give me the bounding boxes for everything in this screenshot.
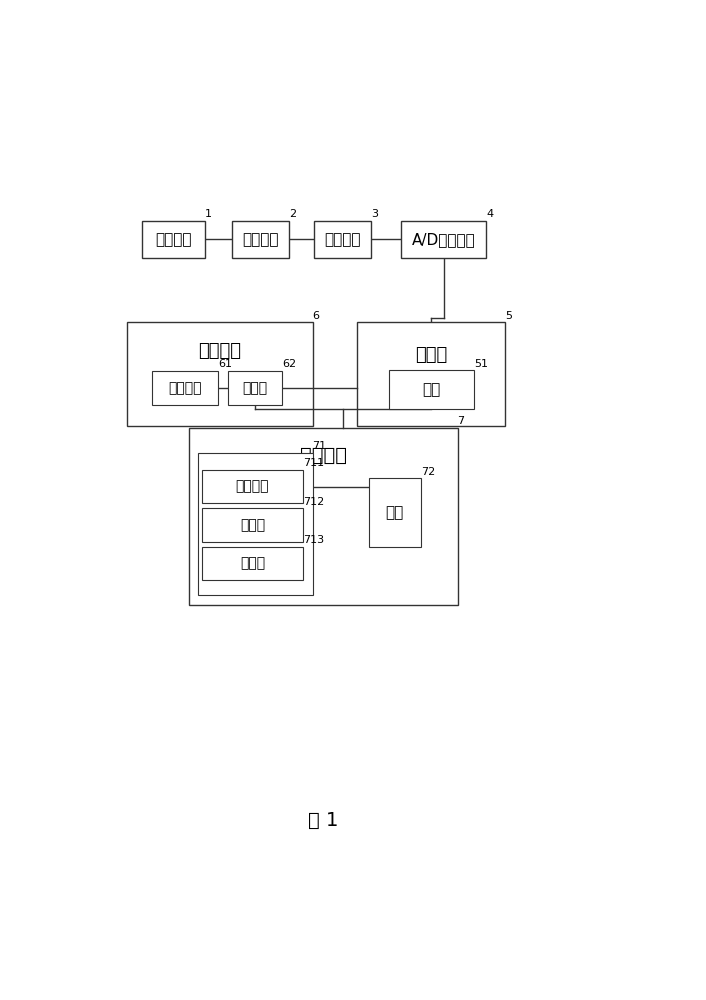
Text: 虚假码: 虚假码 [240, 557, 265, 571]
Text: 客户端: 客户端 [243, 381, 268, 395]
Text: 71: 71 [313, 441, 327, 451]
Text: 7: 7 [457, 416, 465, 426]
FancyBboxPatch shape [189, 428, 457, 605]
FancyBboxPatch shape [202, 470, 303, 503]
FancyBboxPatch shape [202, 547, 303, 580]
Text: 4: 4 [486, 209, 493, 219]
Text: 控制单元: 控制单元 [168, 381, 202, 395]
Text: 放大电路: 放大电路 [242, 232, 279, 247]
FancyBboxPatch shape [357, 322, 505, 426]
FancyBboxPatch shape [202, 508, 303, 542]
Text: 智能设备: 智能设备 [198, 342, 241, 360]
Text: 图 1: 图 1 [309, 811, 339, 830]
Text: 61: 61 [218, 359, 232, 369]
FancyBboxPatch shape [369, 478, 421, 547]
FancyBboxPatch shape [198, 453, 313, 595]
FancyBboxPatch shape [232, 221, 289, 258]
Text: 5: 5 [505, 311, 512, 321]
Text: 整形电路: 整形电路 [325, 232, 361, 247]
Text: 6: 6 [313, 311, 320, 321]
Text: 数据中心: 数据中心 [300, 445, 347, 464]
Text: 51: 51 [474, 359, 488, 369]
Text: 712: 712 [303, 497, 324, 507]
Text: 机械特征: 机械特征 [236, 480, 269, 494]
Text: A/D转换电路: A/D转换电路 [412, 232, 476, 247]
Text: 1: 1 [205, 209, 212, 219]
FancyBboxPatch shape [126, 322, 313, 426]
Text: 磁特征: 磁特征 [240, 518, 265, 532]
Text: 单片机: 单片机 [415, 346, 448, 364]
FancyBboxPatch shape [389, 370, 474, 409]
Text: 62: 62 [282, 359, 297, 369]
FancyBboxPatch shape [402, 221, 486, 258]
FancyBboxPatch shape [152, 371, 218, 405]
Text: 3: 3 [371, 209, 378, 219]
Text: 2: 2 [289, 209, 297, 219]
FancyBboxPatch shape [228, 371, 282, 405]
Text: 磁传感器: 磁传感器 [155, 232, 191, 247]
FancyBboxPatch shape [142, 221, 205, 258]
Text: 713: 713 [303, 535, 324, 545]
Text: 软件: 软件 [385, 505, 404, 520]
Text: 72: 72 [421, 467, 435, 477]
Text: 711: 711 [303, 458, 324, 468]
Text: 软件: 软件 [422, 382, 441, 397]
Text: 磁码库: 磁码库 [241, 471, 269, 486]
FancyBboxPatch shape [314, 221, 371, 258]
